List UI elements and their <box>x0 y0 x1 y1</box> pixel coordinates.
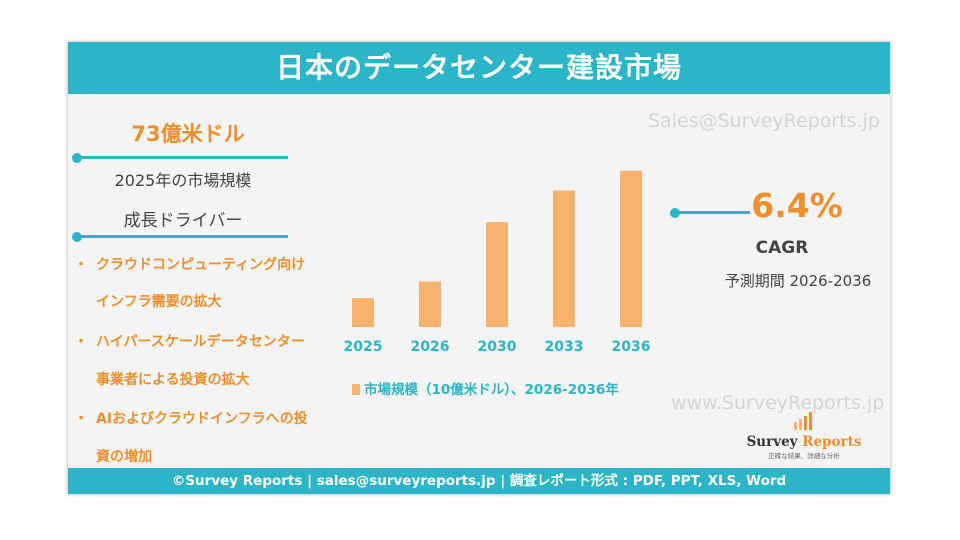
logo-name-part2: Reports <box>802 434 862 450</box>
x-tick-label-2025: 2025 <box>344 339 383 355</box>
divider-line <box>76 235 288 238</box>
chart-legend: 市場規模（10億米ドル）、2026-2036年 <box>352 378 619 398</box>
driver-item-2-line-1: ハイパースケールデータセンター <box>96 334 305 350</box>
x-tick-label-2036: 2036 <box>612 339 651 355</box>
driver-item-2-line-2: 事業者による投資の拡大 <box>96 372 250 388</box>
infographic-card: 日本のデータセンター建設市場 Sales@SurveyReports.jp ww… <box>68 42 890 494</box>
bar-2026 <box>419 281 441 327</box>
cagr-value: 6.4% <box>751 186 843 225</box>
bar-2036 <box>620 170 642 327</box>
divider-line <box>76 156 288 159</box>
bullet-marker: ・ <box>74 257 88 273</box>
bullet-marker: ・ <box>74 411 88 427</box>
bar-2033 <box>553 190 575 327</box>
x-tick-label-2033: 2033 <box>545 339 584 355</box>
bar-2030 <box>486 222 508 327</box>
bullet-marker: ・ <box>74 334 88 350</box>
bar-chart: 2025 2026 2030 2033 2036 <box>344 170 651 355</box>
driver-item-1-line-1: クラウドコンピューティング向け <box>96 257 306 273</box>
legend-label: 市場規模（10億米ドル）、2026-2036年 <box>364 382 619 398</box>
cagr-label: CAGR <box>755 238 809 258</box>
driver-item-3-line-1: AIおよびクラウドインフラへの投 <box>96 411 308 427</box>
x-tick-label-2026: 2026 <box>411 339 450 355</box>
forecast-period: 予測期間 2026-2036 <box>724 272 872 290</box>
watermark-email: Sales@SurveyReports.jp <box>648 110 880 132</box>
divider-line <box>674 211 750 214</box>
watermark-url: www.SurveyReports.jp <box>671 392 885 414</box>
logo-tagline: 正確な結果、詳細な分析 <box>768 452 840 460</box>
footer-bar: ©Survey Reports | sales@surveyreports.jp… <box>68 468 890 494</box>
bar-2025 <box>352 298 374 327</box>
market-caption: 2025年の市場規模 <box>114 171 252 190</box>
x-tick-label-2030: 2030 <box>478 339 517 355</box>
driver-item-3-line-2: 資の増加 <box>96 449 152 465</box>
driver-item-1-line-2: インフラ需要の拡大 <box>96 294 222 310</box>
page-title: 日本のデータセンター建設市場 <box>68 42 890 94</box>
market-value: 73億米ドル <box>131 122 245 146</box>
survey-reports-logo: Survey Reports 正確な結果、詳細な分析 <box>744 410 864 460</box>
bar-chart-logo-icon <box>794 412 812 430</box>
drivers-heading: 成長ドライバー <box>123 211 243 231</box>
legend-swatch <box>352 384 360 395</box>
logo-name-part1: Survey <box>746 434 798 450</box>
